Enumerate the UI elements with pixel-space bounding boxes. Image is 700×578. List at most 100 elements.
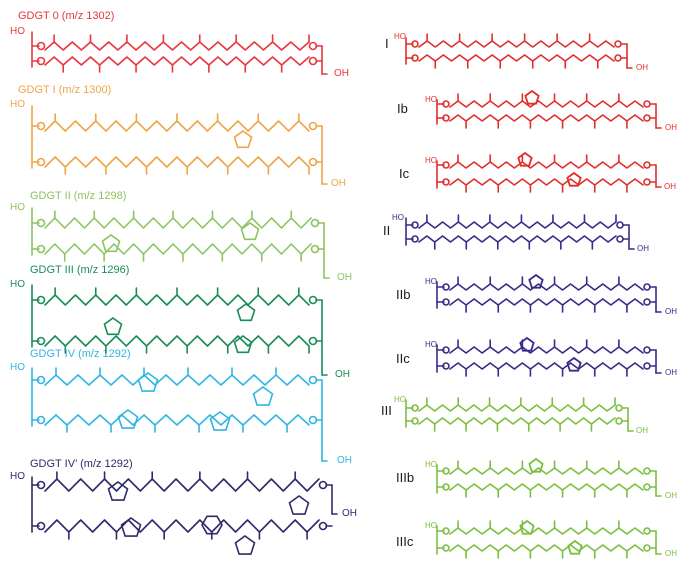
ho-label: HO [10,99,25,110]
oh-label: OH [665,123,677,132]
ether-oxygen [643,100,651,108]
structure-label-IIIc: IIIc [396,534,414,549]
ether-oxygen [615,404,623,412]
alkyl-chain [44,519,320,533]
cyclopentane-ring [233,335,253,354]
ether-oxygen [411,40,419,48]
alkyl-chain [44,335,310,347]
cyclopentane-ring [236,303,256,322]
alkyl-chain [449,544,644,552]
ether-oxygen [36,41,46,51]
ho-label: HO [10,26,25,37]
structure-label-IIc: IIc [396,351,410,366]
gdgt-3-label: GDGT III (m/z 1296) [30,264,130,276]
cyclopentane-ring [528,273,544,289]
cyclopentane-ring [101,234,121,253]
gdgt-4-label: GDGT IV (m/z 1292) [30,348,131,360]
ether-oxygen [643,362,651,370]
ether-oxygen [643,544,651,552]
cyclopentane-ring [567,539,583,555]
ether-oxygen [643,527,651,535]
alkyl-chain [44,478,320,492]
ether-oxygen [442,467,450,475]
ho-label: HO [392,213,404,222]
ho-label: HO [10,362,25,373]
structure-label-III: III [381,403,392,418]
ether-oxygen [442,283,450,291]
oh-label: OH [665,491,677,500]
oh-label: OH [636,426,648,435]
ether-oxygen [643,161,651,169]
ether-oxygen [411,417,419,425]
alkyl-chain [44,120,310,132]
ho-label: HO [10,202,25,213]
alkyl-chain [44,243,312,255]
cyclopentane-ring [528,457,544,473]
oh-label: OH [337,455,352,466]
alkyl-chain [449,362,644,370]
alkyl-chain [449,483,644,491]
ether-oxygen [643,298,651,306]
ether-oxygen [442,298,450,306]
alkyl-chain [418,40,615,48]
ether-oxygen [442,362,450,370]
ether-oxygen [643,483,651,491]
alkyl-chain [44,414,310,426]
ether-oxygen [36,375,46,385]
ether-oxygen [614,54,622,62]
oh-label: OH [334,68,349,79]
alkyl-chain [449,178,644,186]
alkyl-chain [449,467,644,475]
ether-oxygen [36,521,46,531]
alkyl-chain [449,346,644,354]
cyclopentane-ring [566,171,582,187]
ho-label: HO [394,32,406,41]
structure-label-Ib: Ib [397,101,408,116]
oh-label: OH [665,549,677,558]
cyclopentane-ring [252,386,274,406]
cyclopentane-ring [209,411,231,431]
structure-label-IIIb: IIIb [396,470,415,485]
gdgt-4-prime-label: GDGT IV’ (m/z 1292) [30,458,133,470]
alkyl-chain [449,100,644,108]
ether-oxygen [36,295,46,305]
ether-oxygen [442,178,450,186]
ether-oxygen [411,221,419,229]
ether-oxygen [36,415,46,425]
cyclopentane-ring [107,481,129,501]
ether-oxygen [643,283,651,291]
ether-oxygen [616,221,624,229]
oh-label: OH [337,272,352,283]
ether-oxygen [615,417,623,425]
cyclopentane-ring [240,222,260,241]
oh-label: OH [637,244,649,253]
ether-oxygen [643,467,651,475]
ether-oxygen [442,161,450,169]
cyclopentane-ring [566,356,582,372]
alkyl-chain [449,283,644,291]
oh-label: OH [664,182,676,191]
oh-label: OH [335,369,350,380]
oh-label: OH [636,63,648,72]
alkyl-chain [44,294,310,306]
ether-oxygen [616,235,624,243]
structure-label-II: II [383,223,391,238]
alkyl-chain [44,56,310,66]
cyclopentane-ring [120,517,142,537]
alkyl-chain [449,114,644,122]
ho-label: HO [425,156,437,165]
ether-oxygen [36,157,46,167]
alkyl-chain [449,298,644,306]
ether-oxygen [442,346,450,354]
ether-oxygen [442,114,450,122]
structure-label-Ic: Ic [399,166,410,181]
cyclopentane-ring [137,372,159,392]
alkyl-chain [44,156,310,168]
ether-oxygen [36,121,46,131]
alkyl-chain [44,41,310,51]
cyclopentane-ring [519,336,535,352]
ether-oxygen [442,100,450,108]
cyclopentane-ring [234,535,256,555]
ether-oxygen [643,346,651,354]
